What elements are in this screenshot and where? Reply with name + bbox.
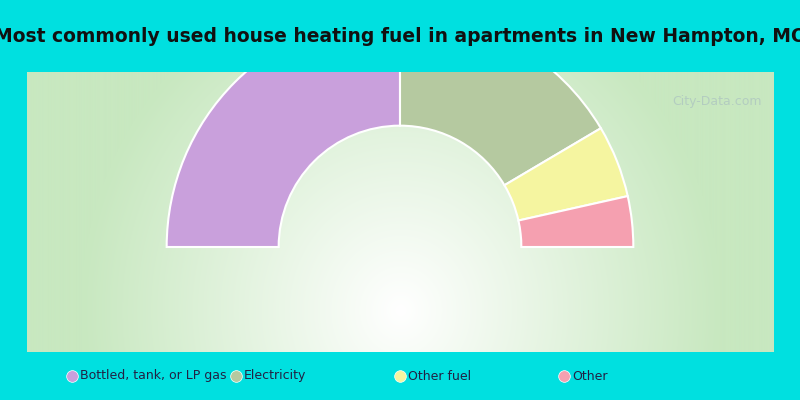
Text: Other: Other — [572, 370, 607, 382]
Text: Electricity: Electricity — [244, 370, 306, 382]
Wedge shape — [400, 14, 601, 185]
Text: Most commonly used house heating fuel in apartments in New Hampton, MO: Most commonly used house heating fuel in… — [0, 26, 800, 46]
Wedge shape — [166, 14, 400, 247]
Text: City-Data.com: City-Data.com — [672, 95, 762, 108]
Text: Bottled, tank, or LP gas: Bottled, tank, or LP gas — [80, 370, 226, 382]
Wedge shape — [518, 196, 634, 247]
Wedge shape — [505, 128, 628, 220]
Text: Other fuel: Other fuel — [408, 370, 471, 382]
